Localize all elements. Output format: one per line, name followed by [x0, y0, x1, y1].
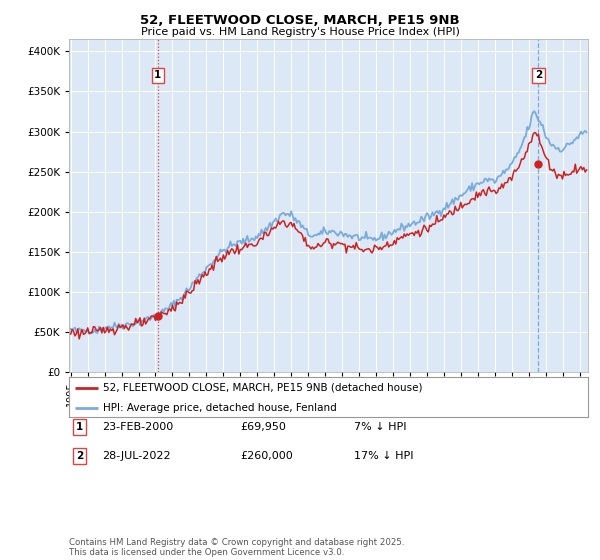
Text: Contains HM Land Registry data © Crown copyright and database right 2025.
This d: Contains HM Land Registry data © Crown c…	[69, 538, 404, 557]
Text: 28-JUL-2022: 28-JUL-2022	[102, 451, 170, 461]
Text: £260,000: £260,000	[240, 451, 293, 461]
Text: Price paid vs. HM Land Registry's House Price Index (HPI): Price paid vs. HM Land Registry's House …	[140, 27, 460, 37]
Text: 1: 1	[154, 71, 161, 80]
Text: £69,950: £69,950	[240, 422, 286, 432]
Text: 52, FLEETWOOD CLOSE, MARCH, PE15 9NB (detached house): 52, FLEETWOOD CLOSE, MARCH, PE15 9NB (de…	[103, 383, 422, 393]
Text: 2: 2	[76, 451, 83, 461]
Text: 2: 2	[535, 71, 542, 80]
Text: 23-FEB-2000: 23-FEB-2000	[102, 422, 173, 432]
Text: 52, FLEETWOOD CLOSE, MARCH, PE15 9NB: 52, FLEETWOOD CLOSE, MARCH, PE15 9NB	[140, 14, 460, 27]
Text: 7% ↓ HPI: 7% ↓ HPI	[354, 422, 407, 432]
Text: 17% ↓ HPI: 17% ↓ HPI	[354, 451, 413, 461]
Text: 1: 1	[76, 422, 83, 432]
Text: HPI: Average price, detached house, Fenland: HPI: Average price, detached house, Fenl…	[103, 403, 337, 413]
